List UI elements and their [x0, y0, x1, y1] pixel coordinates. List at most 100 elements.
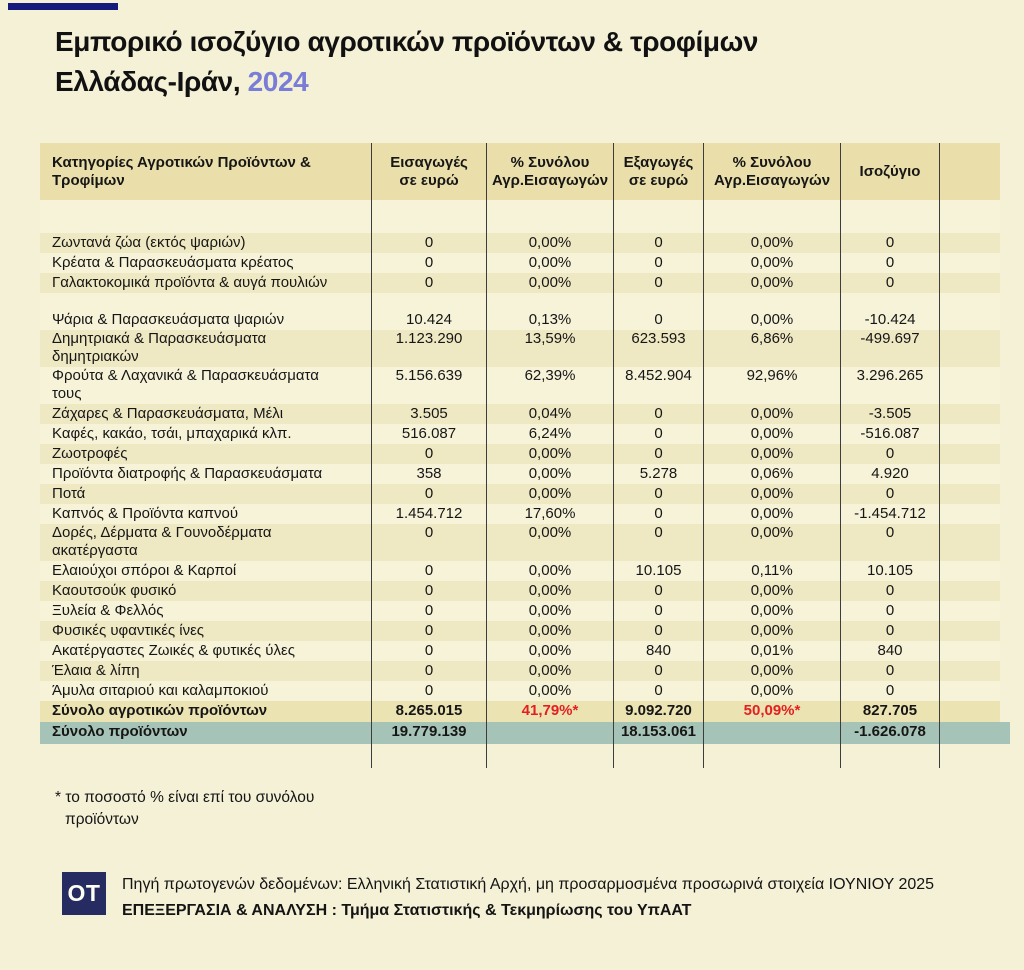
- imports-cell: 19.779.139: [372, 722, 487, 744]
- imports-cell: 0: [372, 561, 487, 581]
- exports-pct-cell: 0,00%: [704, 581, 841, 601]
- credit-text: ΕΠΕΞΕΡΓΑΣΙΑ & ΑΝΑΛΥΣΗ : Τμήμα Στατιστική…: [122, 902, 692, 919]
- imports-pct-cell: 0,00%: [487, 661, 614, 681]
- category-cell: Ελαιούχοι σπόροι & Καρποί: [40, 561, 372, 581]
- balance-cell: 3.296.265: [841, 367, 940, 404]
- exports-cell: 623.593: [614, 330, 704, 367]
- balance-cell: 827.705: [841, 701, 940, 722]
- imports-pct-cell: 0,00%: [487, 581, 614, 601]
- category-cell: Έλαια & λίπη: [40, 661, 372, 681]
- imports-cell: 1.454.712: [372, 504, 487, 524]
- exports-cell: [614, 293, 704, 310]
- empty-cell: [940, 621, 1000, 641]
- exports-cell: 0: [614, 233, 704, 253]
- balance-cell: 0: [841, 233, 940, 253]
- imports-cell: 10.424: [372, 310, 487, 330]
- balance-cell: -1.454.712: [841, 504, 940, 524]
- category-cell: Κρέατα & Παρασκευάσματα κρέατος: [40, 253, 372, 273]
- imports-cell: 0: [372, 253, 487, 273]
- imports-pct-cell: 0,00%: [487, 484, 614, 504]
- balance-cell: [841, 200, 940, 233]
- balance-cell: -10.424: [841, 310, 940, 330]
- table-row: Άμυλα σιταριού και καλαμποκιού 0 0,00% 0…: [40, 681, 1000, 701]
- balance-cell: 0: [841, 273, 940, 293]
- imports-pct-cell: [487, 200, 614, 233]
- table-row: Καουτσούκ φυσικό 0 0,00% 0 0,00% 0: [40, 581, 1000, 601]
- imports-pct-cell: 0,00%: [487, 444, 614, 464]
- imports-pct-cell: 0,00%: [487, 621, 614, 641]
- category-cell: Ζωντανά ζώα (εκτός ψαριών): [40, 233, 372, 253]
- exports-pct-cell: 0,00%: [704, 601, 841, 621]
- exports-cell: 0: [614, 424, 704, 444]
- imports-pct-cell: 0,00%: [487, 253, 614, 273]
- category-cell: Ψάρια & Παρασκευάσματα ψαριών: [40, 310, 372, 330]
- imports-cell: 3.505: [372, 404, 487, 424]
- title-line1: Εμπορικό ισοζύγιο αγροτικών προϊόντων & …: [55, 26, 759, 57]
- footnote-line1: * το ποσοστό % είναι επί του συνόλου: [55, 789, 315, 806]
- imports-cell: 8.265.015: [372, 701, 487, 722]
- empty-cell: [940, 233, 1000, 253]
- exports-cell: 840: [614, 641, 704, 661]
- exports-cell: 0: [614, 310, 704, 330]
- category-cell: [40, 200, 372, 233]
- exports-pct-cell: 0,00%: [704, 681, 841, 701]
- imports-pct-cell: 0,00%: [487, 681, 614, 701]
- table-row: Δημητριακά & Παρασκευάσματα δημητριακών …: [40, 330, 1000, 367]
- category-cell: Ποτά: [40, 484, 372, 504]
- ot-logo: OT: [62, 872, 106, 915]
- imports-cell: 0: [372, 661, 487, 681]
- exports-pct-cell: 0,00%: [704, 524, 841, 561]
- imports-pct-cell: 17,60%: [487, 504, 614, 524]
- imports-pct-cell: 0,04%: [487, 404, 614, 424]
- category-cell: Γαλακτοκομικά προϊόντα & αυγά πουλιών: [40, 273, 372, 293]
- empty-cell: [940, 273, 1000, 293]
- exports-cell: 9.092.720: [614, 701, 704, 722]
- exports-pct-cell: 0,00%: [704, 273, 841, 293]
- imports-cell: 0: [372, 484, 487, 504]
- empty-cell: [940, 601, 1000, 621]
- spacer-row: [40, 293, 1000, 310]
- category-cell: [40, 293, 372, 310]
- imports-pct-cell: 0,00%: [487, 641, 614, 661]
- table-row: Σύνολο προϊόντων 19.779.139 18.153.061 -…: [40, 722, 1000, 744]
- empty-cell: [940, 293, 1000, 310]
- exports-pct-cell: 0,00%: [704, 484, 841, 504]
- exports-pct-cell: 0,00%: [704, 621, 841, 641]
- imports-cell: 0: [372, 601, 487, 621]
- title-line2: Ελλάδας-Ιράν, 2024: [55, 62, 758, 102]
- balance-cell: 0: [841, 524, 940, 561]
- table-row: Κρέατα & Παρασκευάσματα κρέατος 0 0,00% …: [40, 253, 1000, 273]
- balance-cell: [841, 293, 940, 310]
- balance-cell: 0: [841, 253, 940, 273]
- empty-cell: [940, 661, 1000, 681]
- balance-cell: -516.087: [841, 424, 940, 444]
- imports-cell: 0: [372, 681, 487, 701]
- table-row: Έλαια & λίπη 0 0,00% 0 0,00% 0: [40, 661, 1000, 681]
- category-cell: Ακατέργαστες Ζωικές & φυτικές ύλες: [40, 641, 372, 661]
- exports-cell: 10.105: [614, 561, 704, 581]
- exports-cell: 0: [614, 621, 704, 641]
- imports-cell: [372, 293, 487, 310]
- balance-cell: 0: [841, 484, 940, 504]
- exports-cell: 0: [614, 581, 704, 601]
- exports-cell: 8.452.904: [614, 367, 704, 404]
- balance-cell: -1.626.078: [841, 722, 940, 744]
- category-cell: [40, 744, 372, 768]
- balance-cell: 0: [841, 681, 940, 701]
- spacer-row: [40, 744, 1000, 768]
- imports-pct-cell: 0,00%: [487, 233, 614, 253]
- empty-cell: [940, 367, 1000, 404]
- category-cell: Προϊόντα διατροφής & Παρασκευάσματα: [40, 464, 372, 484]
- trade-balance-table: Κατηγορίες Αγροτικών Προϊόντων & Τροφίμω…: [40, 143, 1000, 768]
- exports-cell: [614, 744, 704, 768]
- table-row: Ζωντανά ζώα (εκτός ψαριών) 0 0,00% 0 0,0…: [40, 233, 1000, 253]
- table-row: Ζωοτροφές 0 0,00% 0 0,00% 0: [40, 444, 1000, 464]
- table-row: Σύνολο αγροτικών προϊόντων 8.265.015 41,…: [40, 701, 1000, 722]
- empty-cell: [940, 524, 1000, 561]
- balance-cell: 0: [841, 581, 940, 601]
- table-header-row: Κατηγορίες Αγροτικών Προϊόντων & Τροφίμω…: [40, 143, 1000, 200]
- table-row: Ψάρια & Παρασκευάσματα ψαριών 10.424 0,1…: [40, 310, 1000, 330]
- imports-pct-cell: 0,00%: [487, 464, 614, 484]
- category-cell: Καουτσούκ φυσικό: [40, 581, 372, 601]
- empty-cell: [940, 253, 1000, 273]
